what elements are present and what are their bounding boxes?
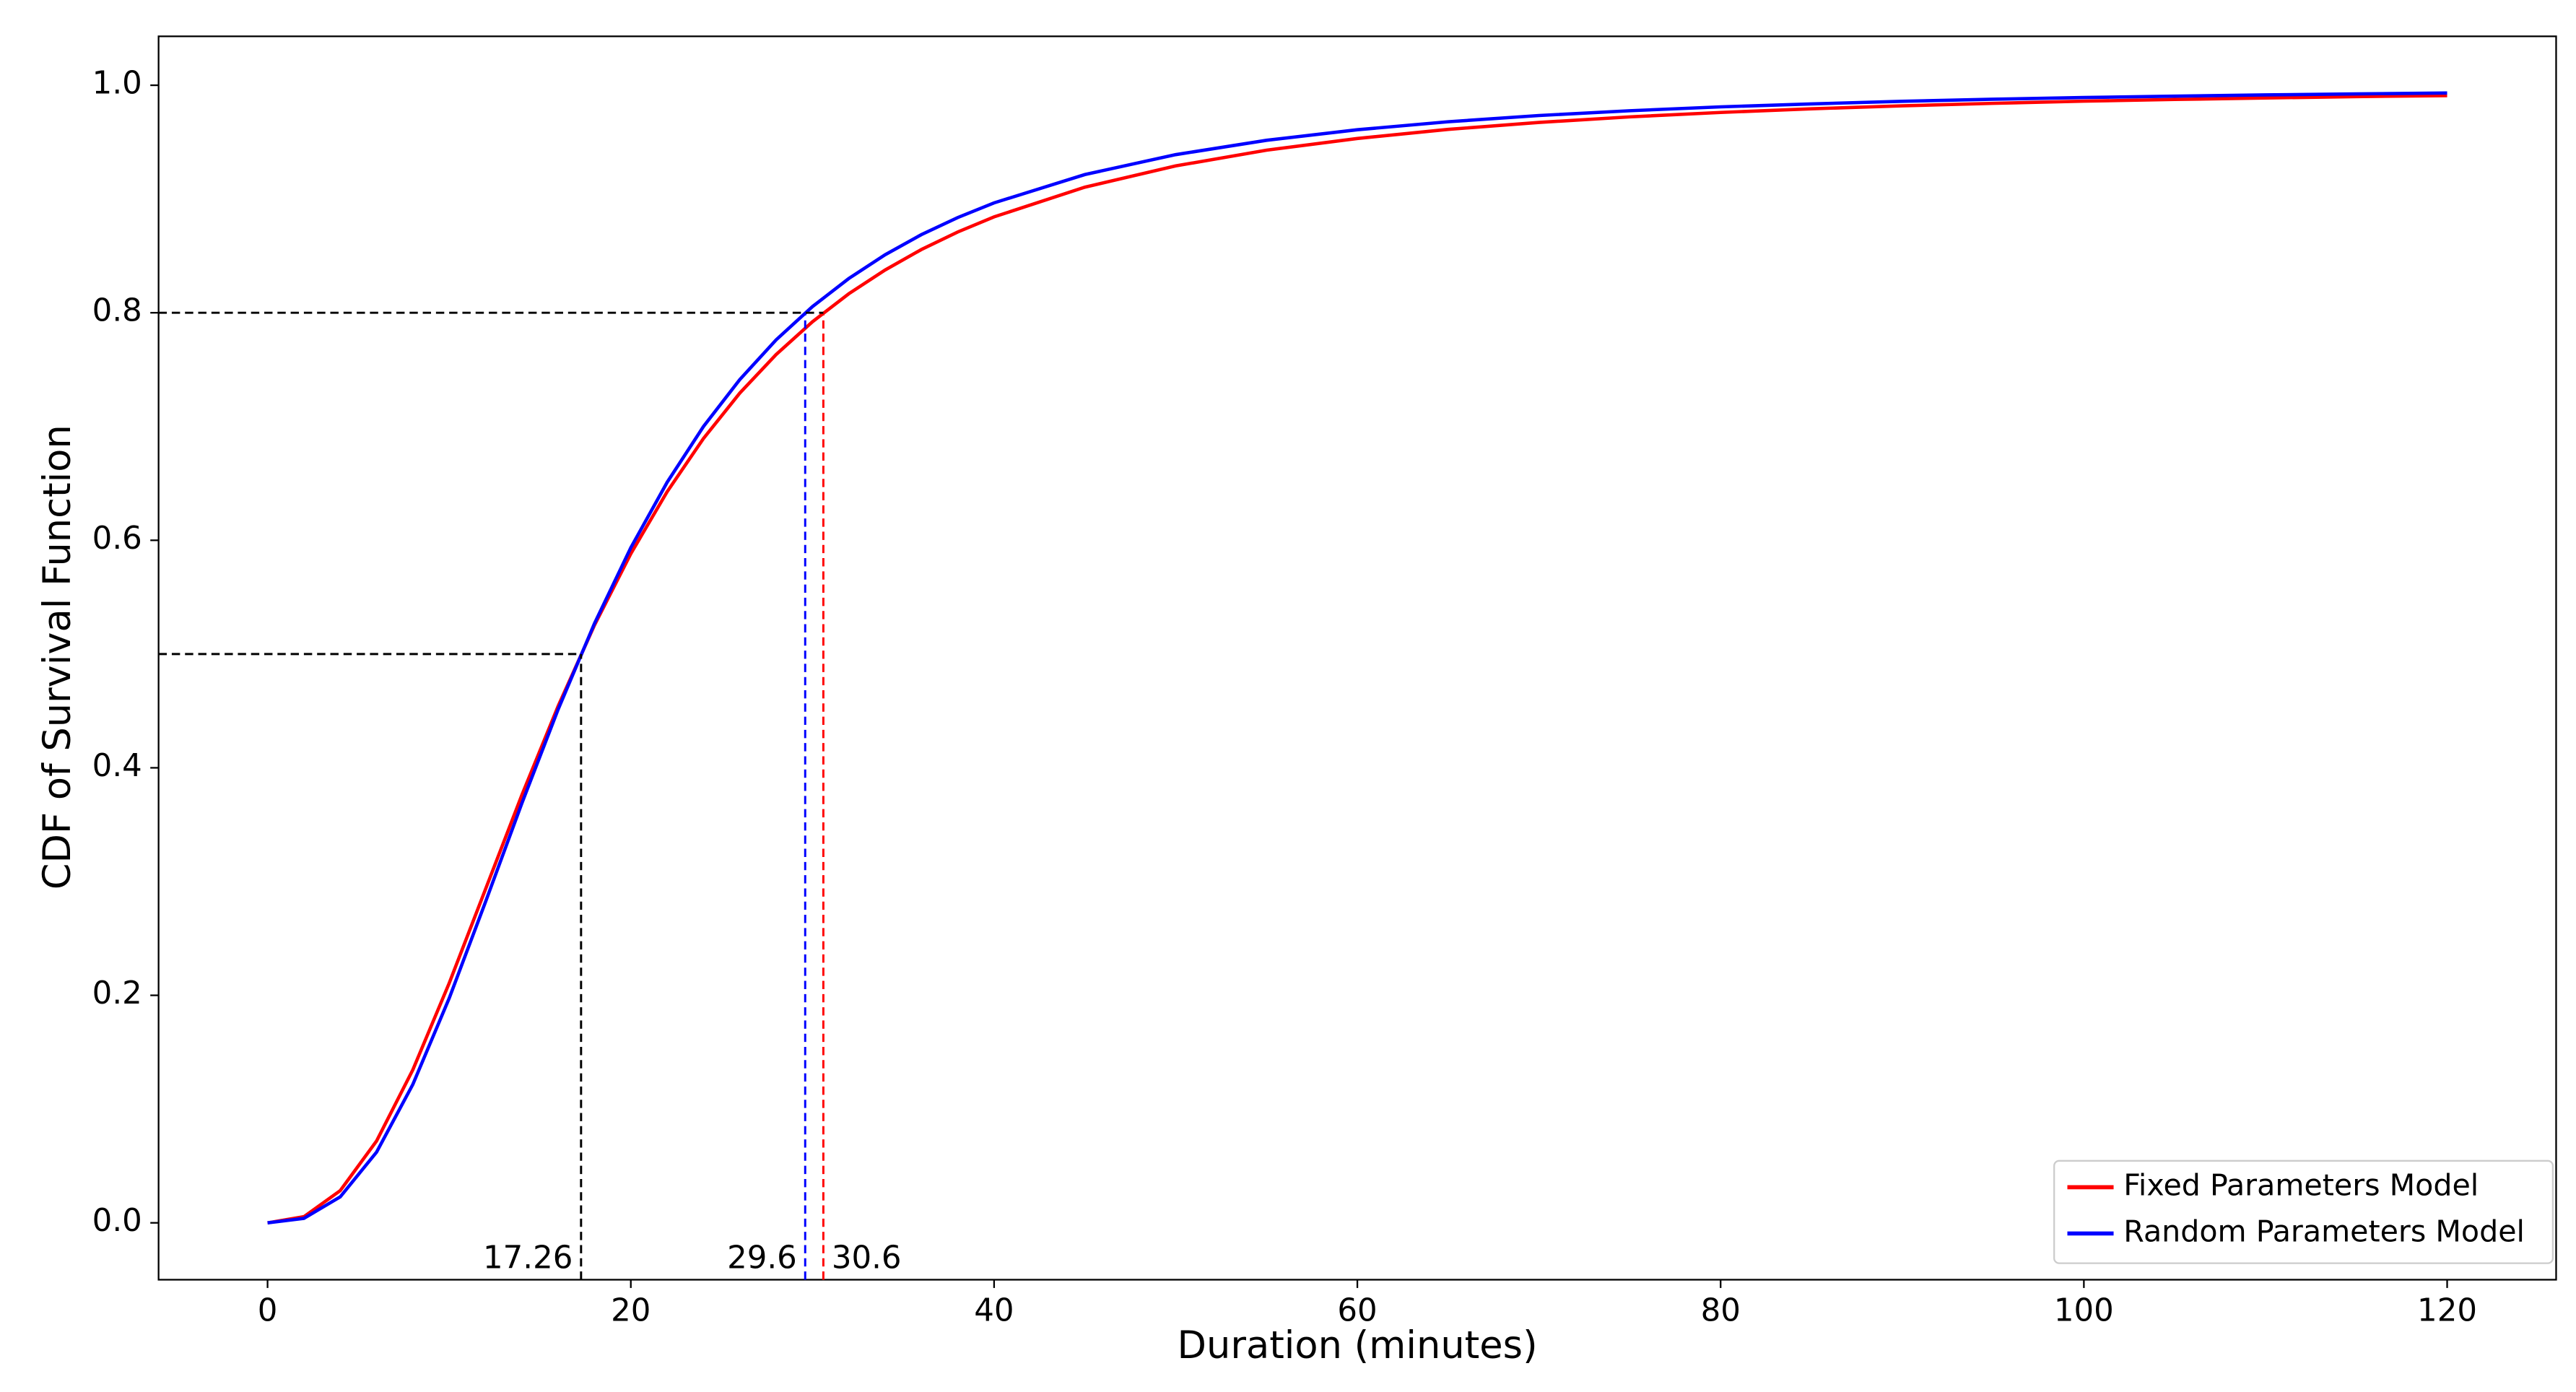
x-tick-label: 0 bbox=[258, 1293, 278, 1329]
series-line bbox=[267, 91, 2447, 1224]
legend-label: Random Parameters Model bbox=[2123, 1214, 2525, 1248]
y-tick-label: 0.0 bbox=[92, 1203, 142, 1239]
reference-label: 17.26 bbox=[483, 1240, 573, 1276]
x-tick-label: 120 bbox=[2417, 1293, 2477, 1329]
y-axis-label: CDF of Survival Function bbox=[35, 425, 79, 889]
x-tick-label: 60 bbox=[1337, 1293, 1377, 1329]
legend-box bbox=[2053, 1160, 2554, 1264]
y-tick-label: 0.4 bbox=[92, 748, 142, 784]
legend-label: Fixed Parameters Model bbox=[2123, 1167, 2479, 1202]
x-tick-label: 20 bbox=[611, 1293, 650, 1329]
x-axis-label: Duration (minutes) bbox=[1178, 1323, 1538, 1367]
y-tick-label: 1.0 bbox=[92, 66, 142, 102]
y-tick-label: 0.2 bbox=[92, 975, 142, 1012]
x-tick-label: 100 bbox=[2054, 1293, 2114, 1329]
y-tick-label: 0.8 bbox=[92, 293, 142, 329]
reference-label: 29.6 bbox=[727, 1240, 797, 1276]
x-tick-label: 40 bbox=[974, 1293, 1014, 1329]
y-tick-label: 0.6 bbox=[92, 521, 142, 557]
reference-label: 30.6 bbox=[832, 1240, 902, 1276]
series-line bbox=[267, 94, 2447, 1224]
plot-frame bbox=[157, 35, 2557, 1281]
x-tick-label: 80 bbox=[1701, 1293, 1741, 1329]
